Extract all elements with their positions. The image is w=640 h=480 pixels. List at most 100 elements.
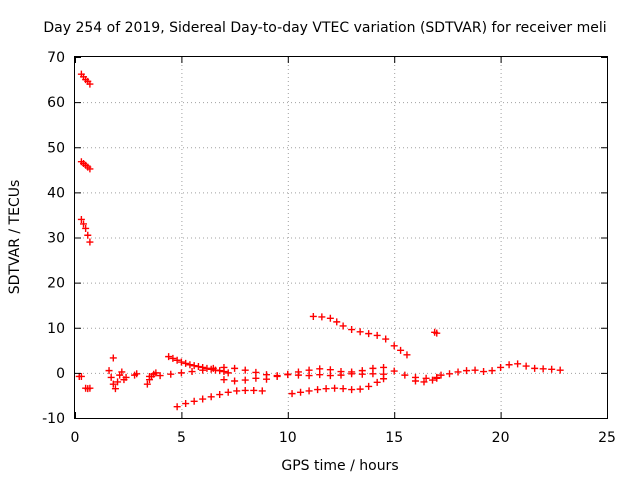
- data-point: [309, 312, 317, 320]
- data-point: [182, 359, 190, 367]
- data-point: [411, 377, 419, 385]
- data-point: [252, 374, 260, 382]
- data-point: [173, 356, 181, 364]
- data-point: [86, 384, 94, 392]
- data-point: [326, 366, 334, 374]
- data-point: [314, 386, 322, 394]
- data-point: [77, 215, 85, 223]
- series-seg-j: [220, 370, 388, 385]
- data-point: [167, 370, 175, 378]
- x-tick-label: 25: [598, 430, 616, 446]
- data-point: [480, 368, 488, 376]
- data-point: [348, 386, 356, 394]
- data-point: [488, 367, 496, 375]
- y-tick-label: 10: [47, 321, 65, 337]
- data-point: [433, 329, 441, 337]
- data-point: [188, 368, 196, 376]
- data-point: [505, 361, 513, 369]
- data-point: [337, 371, 345, 379]
- data-point: [169, 354, 177, 362]
- data-point: [77, 372, 85, 380]
- data-point: [109, 380, 117, 388]
- data-point: [145, 372, 153, 380]
- data-point: [182, 400, 190, 408]
- data-point: [250, 386, 258, 394]
- series-seg-k: [173, 386, 266, 411]
- y-tick-label: 50: [47, 140, 65, 156]
- data-point: [514, 360, 522, 368]
- y-tick-label: -10: [42, 411, 65, 427]
- series-seg-g: [131, 369, 160, 388]
- series-seg-l: [288, 375, 388, 398]
- series-seg-d: [77, 215, 94, 246]
- data-point: [118, 368, 126, 376]
- data-point: [390, 367, 398, 375]
- data-point: [380, 363, 388, 371]
- data-point: [365, 330, 373, 338]
- data-point: [401, 371, 409, 379]
- data-point: [318, 313, 326, 321]
- x-tick-label: 15: [385, 430, 403, 446]
- data-point: [199, 366, 207, 374]
- x-tick-label: 10: [279, 430, 297, 446]
- data-point: [107, 373, 115, 381]
- series-seg-f: [105, 354, 130, 393]
- data-point: [522, 362, 530, 370]
- data-point: [109, 354, 117, 362]
- data-point: [241, 366, 249, 374]
- data-point: [152, 369, 160, 377]
- data-point: [122, 373, 130, 381]
- data-point: [390, 342, 398, 350]
- data-point: [397, 346, 405, 354]
- plot-frame: [74, 56, 608, 419]
- series-seg-h: [165, 353, 232, 377]
- data-point: [382, 335, 390, 343]
- data-point: [105, 367, 113, 375]
- data-point: [297, 388, 305, 396]
- y-tick-label: 30: [47, 231, 65, 247]
- data-point: [199, 395, 207, 403]
- data-point: [429, 376, 437, 384]
- data-point: [422, 374, 430, 382]
- data-point: [356, 385, 364, 393]
- chart-title: Day 254 of 2019, Sidereal Day-to-day VTE…: [43, 20, 606, 36]
- data-point: [207, 393, 215, 401]
- data-point: [220, 363, 228, 371]
- data-point: [220, 376, 228, 384]
- data-point: [84, 231, 92, 239]
- y-tick-label: 20: [47, 276, 65, 292]
- y-axis-label: SDTVAR / TECUs: [7, 180, 23, 295]
- data-point: [316, 365, 324, 373]
- x-tick-label: 5: [177, 430, 186, 446]
- grid: [75, 57, 607, 418]
- data-point: [263, 375, 271, 383]
- data-point: [165, 353, 173, 361]
- data-point: [111, 385, 119, 393]
- data-point: [190, 397, 198, 405]
- data-point: [241, 386, 249, 394]
- data-point: [373, 378, 381, 386]
- data-point: [454, 368, 462, 376]
- data-point: [177, 358, 185, 366]
- data-point: [133, 370, 141, 378]
- data-point: [420, 378, 428, 386]
- data-point: [86, 80, 94, 88]
- data-point: [373, 331, 381, 339]
- series-seg-a: [75, 372, 85, 380]
- data-point: [241, 376, 249, 384]
- data-point: [433, 374, 441, 382]
- data-point: [403, 351, 411, 359]
- data-point: [539, 365, 547, 373]
- series-seg-n: [431, 328, 441, 337]
- data-point: [556, 366, 564, 374]
- data-point: [114, 378, 122, 386]
- series-seg-b: [77, 70, 94, 88]
- data-point: [322, 385, 330, 393]
- data-point: [380, 375, 388, 383]
- data-point: [86, 165, 94, 173]
- y-tick-label: 40: [47, 185, 65, 201]
- series-seg-c: [77, 158, 94, 173]
- data-point: [471, 366, 479, 374]
- data-point: [497, 363, 505, 371]
